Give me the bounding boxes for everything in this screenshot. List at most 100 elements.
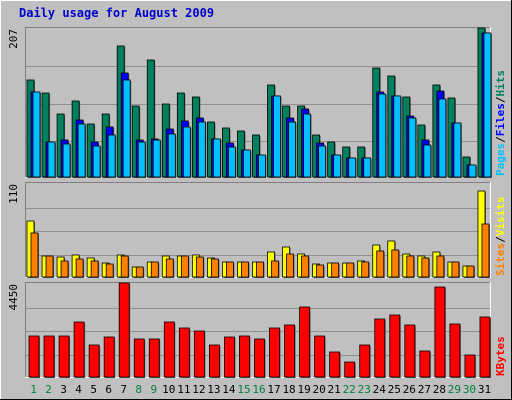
bar-pages-day-31 bbox=[483, 32, 492, 178]
x-tick-label-day-28: 28 bbox=[433, 383, 446, 396]
bar-kbytes-day-18 bbox=[284, 324, 295, 378]
bar-pages-day-22 bbox=[348, 157, 357, 178]
bar-kbytes-day-19 bbox=[299, 306, 310, 378]
x-tick-label-day-2: 2 bbox=[45, 383, 52, 396]
bar-sites-day-9 bbox=[150, 261, 159, 278]
bar-kbytes-day-14 bbox=[224, 336, 235, 378]
series-label-part: KBytes bbox=[494, 336, 507, 376]
series-axis-label: KBytes bbox=[494, 336, 507, 376]
bar-pages-day-15 bbox=[243, 149, 251, 178]
bar-sites-day-30 bbox=[466, 265, 475, 278]
bar-kbytes-day-13 bbox=[208, 344, 220, 378]
bar-pages-day-28 bbox=[438, 98, 447, 178]
bar-kbytes-day-24 bbox=[374, 318, 386, 378]
bar-kbytes-day-21 bbox=[329, 351, 341, 378]
series-label-part: Hits bbox=[494, 70, 507, 97]
x-tick-label-day-9: 9 bbox=[150, 383, 157, 396]
x-tick-label-day-30: 30 bbox=[463, 383, 476, 396]
x-tick-label-day-21: 21 bbox=[328, 383, 341, 396]
bar-kbytes-day-10 bbox=[163, 321, 175, 378]
bar-sites-day-2 bbox=[45, 255, 54, 278]
x-tick-label-day-29: 29 bbox=[448, 383, 461, 396]
bar-kbytes-day-30 bbox=[464, 354, 476, 378]
x-tick-label-day-3: 3 bbox=[60, 383, 67, 396]
bar-kbytes-day-25 bbox=[389, 314, 401, 378]
x-tick-label-day-12: 12 bbox=[192, 383, 205, 396]
bar-sites-day-8 bbox=[135, 266, 144, 278]
bar-sites-day-26 bbox=[406, 255, 415, 278]
bar-pages-day-26 bbox=[408, 117, 417, 178]
bar-kbytes-day-4 bbox=[73, 321, 85, 378]
x-tick-label-day-15: 15 bbox=[237, 383, 250, 396]
bar-kbytes-day-3 bbox=[58, 335, 70, 378]
bar-pages-day-8 bbox=[137, 141, 146, 178]
x-tick-label-day-19: 19 bbox=[297, 383, 310, 396]
bar-pages-day-6 bbox=[107, 134, 116, 178]
bar-pages-day-25 bbox=[393, 95, 402, 178]
bar-kbytes-day-28 bbox=[434, 286, 446, 378]
bar-sites-day-1 bbox=[30, 232, 39, 278]
bar-kbytes-day-9 bbox=[148, 338, 160, 378]
bar-pages-day-12 bbox=[197, 121, 206, 178]
x-tick-label-day-24: 24 bbox=[373, 383, 387, 396]
bar-sites-day-18 bbox=[286, 253, 294, 278]
bar-sites-day-7 bbox=[120, 255, 129, 278]
bar-sites-day-20 bbox=[316, 264, 325, 278]
x-tick-label-day-4: 4 bbox=[75, 383, 82, 396]
bar-sites-day-19 bbox=[301, 255, 309, 278]
x-tick-label-day-20: 20 bbox=[313, 383, 326, 396]
bar-kbytes-day-27 bbox=[419, 350, 431, 378]
panel-kbytes: 4450 KBytes bbox=[7, 282, 507, 378]
bar-sites-day-16 bbox=[256, 261, 264, 278]
series-label-part: Sites bbox=[494, 243, 507, 276]
bar-sites-day-3 bbox=[60, 260, 69, 278]
chart-title: Daily usage for August 2009 bbox=[19, 6, 214, 20]
bar-sites-day-29 bbox=[451, 261, 460, 278]
bar-sites-day-13 bbox=[210, 258, 219, 278]
bar-sites-day-14 bbox=[226, 261, 234, 278]
bar-kbytes-day-12 bbox=[193, 330, 205, 378]
bar-pages-day-9 bbox=[152, 139, 161, 178]
bar-sites-day-31 bbox=[481, 223, 490, 278]
x-tick-label-day-5: 5 bbox=[90, 383, 97, 396]
bar-kbytes-day-26 bbox=[404, 324, 416, 378]
bar-sites-day-6 bbox=[105, 263, 114, 278]
bar-sites-day-27 bbox=[421, 257, 430, 278]
bar-kbytes-day-7 bbox=[118, 282, 130, 378]
bar-kbytes-day-17 bbox=[269, 327, 280, 378]
series-axis-label: Pages/Files/Hits bbox=[494, 70, 507, 176]
panel-sites-visits: 110 Sites/Visits bbox=[7, 182, 507, 278]
y-max-label: 110 bbox=[7, 184, 20, 204]
bar-sites-day-4 bbox=[75, 258, 84, 278]
x-axis-day-labels: 1 2 3 4 5 6 7 8 9 10 11 12 13 14 15 16 17 18 19 20 21 22 23 24 2… bbox=[30, 383, 491, 396]
bar-sites-day-10 bbox=[165, 258, 174, 278]
bar-pages-day-18 bbox=[288, 121, 296, 178]
bar-kbytes-day-23 bbox=[359, 344, 371, 378]
bar-pages-day-19 bbox=[303, 113, 311, 178]
bar-kbytes-day-22 bbox=[344, 361, 356, 378]
bar-kbytes-day-31 bbox=[479, 316, 491, 378]
x-tick-label-day-26: 26 bbox=[403, 383, 416, 396]
bar-kbytes-day-1 bbox=[28, 335, 40, 378]
bar-sites-day-12 bbox=[195, 256, 204, 278]
series-label-part: Files bbox=[494, 103, 507, 136]
bar-pages-day-3 bbox=[62, 143, 71, 178]
bar-sites-day-25 bbox=[391, 249, 400, 278]
x-tick-label-day-22: 22 bbox=[343, 383, 356, 396]
x-tick-label-day-10: 10 bbox=[162, 383, 175, 396]
bar-sites-day-23 bbox=[361, 261, 370, 278]
bar-sites-day-17 bbox=[271, 260, 279, 278]
bar-kbytes-day-16 bbox=[254, 338, 265, 378]
series-label-part: / bbox=[494, 96, 507, 103]
bar-sites-day-22 bbox=[346, 262, 355, 278]
x-tick-label-day-25: 25 bbox=[388, 383, 401, 396]
x-tick-label-day-7: 7 bbox=[120, 383, 127, 396]
bar-kbytes-day-11 bbox=[178, 327, 190, 378]
bar-kbytes-day-2 bbox=[43, 335, 55, 378]
bar-hits-day-2 bbox=[41, 92, 50, 178]
bar-pages-day-13 bbox=[212, 138, 221, 178]
bar-kbytes-day-5 bbox=[88, 344, 100, 378]
x-tick-label-day-16: 16 bbox=[252, 383, 265, 396]
bar-kbytes-day-6 bbox=[103, 336, 115, 378]
